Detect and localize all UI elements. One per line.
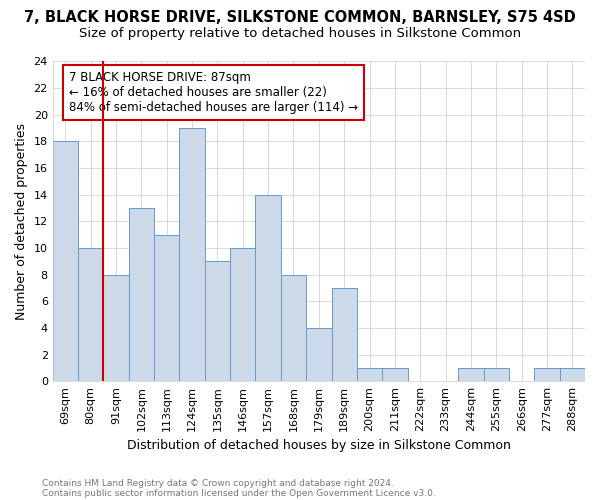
Bar — [205, 262, 230, 381]
Bar — [357, 368, 382, 381]
Bar — [332, 288, 357, 381]
Bar — [154, 234, 179, 381]
Text: 7 BLACK HORSE DRIVE: 87sqm
← 16% of detached houses are smaller (22)
84% of semi: 7 BLACK HORSE DRIVE: 87sqm ← 16% of deta… — [68, 71, 358, 114]
Bar — [535, 368, 560, 381]
Bar — [382, 368, 407, 381]
Bar — [179, 128, 205, 381]
Bar — [256, 194, 281, 381]
Text: Contains HM Land Registry data © Crown copyright and database right 2024.: Contains HM Land Registry data © Crown c… — [42, 478, 394, 488]
Y-axis label: Number of detached properties: Number of detached properties — [15, 123, 28, 320]
Bar — [129, 208, 154, 381]
Bar — [53, 142, 78, 381]
Bar — [230, 248, 256, 381]
X-axis label: Distribution of detached houses by size in Silkstone Common: Distribution of detached houses by size … — [127, 440, 511, 452]
Text: Size of property relative to detached houses in Silkstone Common: Size of property relative to detached ho… — [79, 28, 521, 40]
Bar — [281, 274, 306, 381]
Bar — [78, 248, 103, 381]
Text: Contains public sector information licensed under the Open Government Licence v3: Contains public sector information licen… — [42, 488, 436, 498]
Bar — [484, 368, 509, 381]
Bar — [306, 328, 332, 381]
Bar — [560, 368, 585, 381]
Bar — [103, 274, 129, 381]
Text: 7, BLACK HORSE DRIVE, SILKSTONE COMMON, BARNSLEY, S75 4SD: 7, BLACK HORSE DRIVE, SILKSTONE COMMON, … — [24, 10, 576, 25]
Bar — [458, 368, 484, 381]
